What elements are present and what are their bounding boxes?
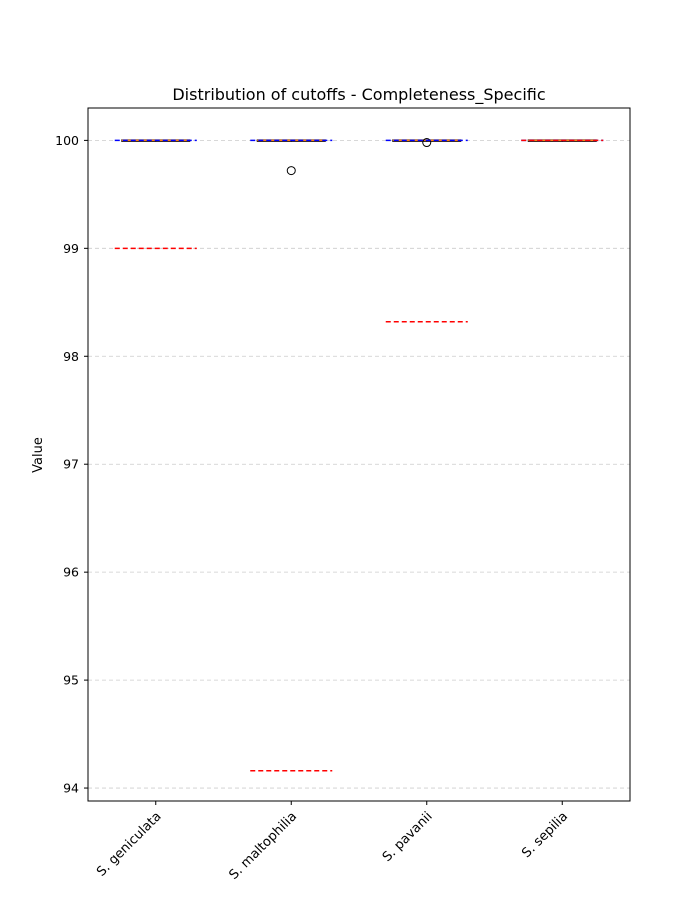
y-tick-label: 100 (55, 133, 79, 148)
plot-frame (87, 107, 631, 802)
y-tick-label: 97 (63, 457, 79, 472)
y-tick-label: 99 (63, 241, 79, 256)
chart-title: Distribution of cutoffs - Completeness_S… (172, 85, 545, 105)
box-outlier (422, 138, 432, 148)
grid-layer (88, 139, 630, 789)
x-tick-label: S. pavanii (380, 809, 436, 865)
series-layer (114, 138, 604, 772)
x-tick-label: S. sepilia (519, 809, 571, 861)
x-tick-label: S. geniculata (94, 809, 164, 879)
y-tick-label: 95 (63, 673, 79, 688)
x-tick-label: S. maltophilia (226, 809, 300, 883)
y-tick-label: 98 (63, 349, 79, 364)
axis-layer: 94 95 96 97 98 99 100 S. geniculata S. maltophil… (55, 133, 571, 883)
y-tick-label: 96 (63, 565, 79, 580)
box-outlier (286, 166, 296, 176)
y-axis-label: Value (31, 437, 46, 473)
y-tick-label: 94 (63, 781, 79, 796)
